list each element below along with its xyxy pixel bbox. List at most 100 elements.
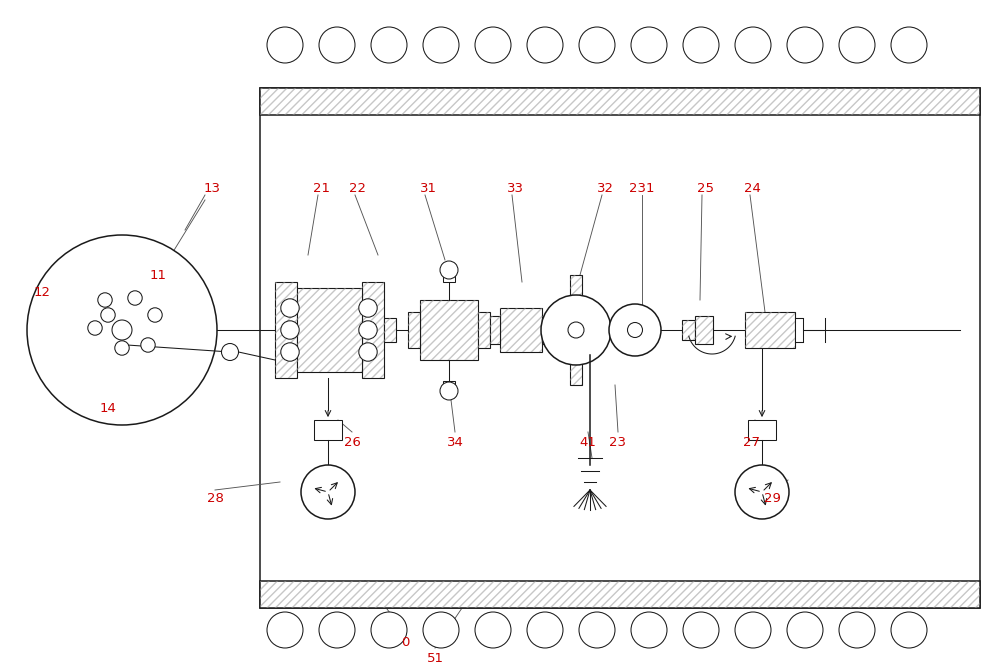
Circle shape bbox=[579, 27, 615, 63]
Circle shape bbox=[787, 612, 823, 648]
Text: 25: 25 bbox=[696, 182, 714, 194]
Circle shape bbox=[221, 344, 238, 360]
Bar bbox=[384, 318, 396, 342]
Text: 29: 29 bbox=[764, 492, 780, 505]
Bar bbox=[297, 288, 362, 372]
Text: 21: 21 bbox=[314, 182, 330, 194]
Circle shape bbox=[527, 612, 563, 648]
Text: 22: 22 bbox=[350, 182, 366, 194]
Bar bbox=[443, 275, 455, 282]
Circle shape bbox=[148, 308, 162, 322]
Circle shape bbox=[281, 321, 299, 339]
Circle shape bbox=[527, 27, 563, 63]
Circle shape bbox=[371, 27, 407, 63]
Text: 32: 32 bbox=[596, 182, 614, 194]
Bar bbox=[408, 312, 420, 348]
Bar bbox=[582, 305, 597, 355]
Circle shape bbox=[371, 612, 407, 648]
Circle shape bbox=[101, 308, 115, 322]
Bar bbox=[478, 312, 490, 348]
Circle shape bbox=[683, 612, 719, 648]
Text: 231: 231 bbox=[629, 182, 655, 194]
Bar bbox=[542, 316, 552, 344]
Bar bbox=[500, 308, 542, 352]
Bar bbox=[582, 305, 597, 355]
Bar bbox=[695, 316, 713, 344]
Bar bbox=[795, 318, 803, 342]
Circle shape bbox=[319, 612, 355, 648]
Text: 28: 28 bbox=[207, 492, 223, 505]
Text: 41: 41 bbox=[580, 436, 596, 448]
Circle shape bbox=[839, 27, 875, 63]
Bar bbox=[745, 312, 795, 348]
Bar bbox=[260, 88, 980, 115]
Bar bbox=[420, 300, 478, 360]
Bar bbox=[260, 88, 980, 608]
Circle shape bbox=[735, 27, 771, 63]
Text: 13: 13 bbox=[204, 182, 220, 194]
Bar bbox=[748, 420, 776, 440]
Bar bbox=[555, 305, 570, 355]
Circle shape bbox=[628, 322, 642, 338]
Circle shape bbox=[440, 261, 458, 279]
Bar bbox=[745, 312, 795, 348]
Bar bbox=[384, 318, 396, 342]
Bar bbox=[570, 275, 582, 385]
Circle shape bbox=[891, 27, 927, 63]
Circle shape bbox=[423, 27, 459, 63]
Circle shape bbox=[541, 295, 611, 365]
Bar bbox=[408, 312, 420, 348]
Text: 23: 23 bbox=[610, 436, 626, 448]
Bar bbox=[362, 282, 384, 378]
Circle shape bbox=[787, 27, 823, 63]
Circle shape bbox=[27, 235, 217, 425]
Text: 0: 0 bbox=[401, 636, 409, 649]
Bar bbox=[490, 316, 500, 344]
Text: 34: 34 bbox=[447, 436, 463, 448]
Text: 14: 14 bbox=[100, 401, 116, 415]
Circle shape bbox=[735, 465, 789, 519]
Circle shape bbox=[301, 465, 355, 519]
Circle shape bbox=[568, 322, 584, 338]
Bar bbox=[275, 282, 297, 378]
Circle shape bbox=[475, 612, 511, 648]
Circle shape bbox=[579, 612, 615, 648]
Text: 26: 26 bbox=[344, 436, 360, 448]
Text: 51: 51 bbox=[426, 651, 443, 665]
Circle shape bbox=[359, 299, 377, 317]
Circle shape bbox=[359, 321, 377, 339]
Text: 11: 11 bbox=[150, 269, 166, 281]
Circle shape bbox=[423, 612, 459, 648]
Circle shape bbox=[631, 27, 667, 63]
Bar bbox=[500, 308, 542, 352]
Bar bbox=[275, 282, 297, 378]
Circle shape bbox=[88, 321, 102, 335]
Bar bbox=[420, 300, 478, 360]
Circle shape bbox=[112, 320, 132, 340]
Circle shape bbox=[281, 343, 299, 361]
Circle shape bbox=[631, 612, 667, 648]
Circle shape bbox=[735, 612, 771, 648]
Circle shape bbox=[891, 612, 927, 648]
Circle shape bbox=[281, 299, 299, 317]
Bar bbox=[570, 275, 582, 385]
Circle shape bbox=[475, 27, 511, 63]
Circle shape bbox=[267, 612, 303, 648]
Circle shape bbox=[609, 304, 661, 356]
Bar bbox=[260, 88, 980, 115]
Text: 31: 31 bbox=[420, 182, 436, 194]
Circle shape bbox=[359, 343, 377, 361]
Circle shape bbox=[141, 338, 155, 352]
Bar bbox=[682, 320, 695, 340]
Bar bbox=[362, 282, 384, 378]
Circle shape bbox=[683, 27, 719, 63]
Bar bbox=[542, 316, 552, 344]
Circle shape bbox=[128, 291, 142, 306]
Bar bbox=[555, 305, 570, 355]
Text: 24: 24 bbox=[744, 182, 760, 194]
Bar bbox=[443, 381, 455, 388]
Bar bbox=[260, 581, 980, 608]
Bar bbox=[682, 320, 695, 340]
Circle shape bbox=[115, 341, 129, 355]
Bar bbox=[478, 312, 490, 348]
